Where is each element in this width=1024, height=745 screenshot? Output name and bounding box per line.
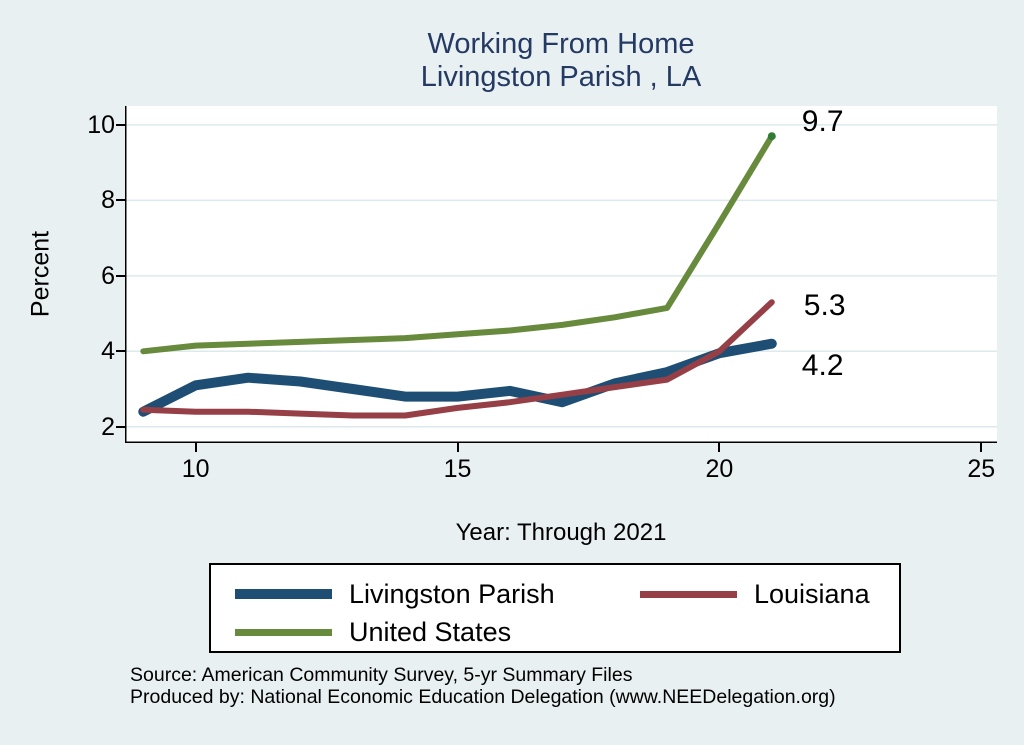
legend-item-livingston-parish: Livingston Parish <box>235 575 640 613</box>
legend-label-louisiana: Louisiana <box>754 578 870 609</box>
y-tick-mark <box>116 274 125 277</box>
series-end-label-louisiana: 5.3 <box>803 289 846 323</box>
legend-label-united-states: United States <box>349 616 512 647</box>
chart-title-line2: Livingston Parish , LA <box>420 61 702 93</box>
chart-title: Working From Home Livingston Parish , LA <box>125 28 997 94</box>
chart-title-line1: Working From Home <box>427 28 695 60</box>
x-tick-mark <box>980 443 983 452</box>
line-chart <box>125 106 997 443</box>
x-tick-label: 15 <box>443 455 472 483</box>
series-line-louisiana <box>140 299 775 419</box>
y-tick-label: 2 <box>101 412 115 441</box>
y-tick-mark <box>116 425 125 428</box>
x-axis-title: Year: Through 2021 <box>455 519 667 546</box>
footer: Source: American Community Survey, 5-yr … <box>130 664 836 708</box>
legend-swatch-louisiana <box>640 590 737 598</box>
x-tick-label: 20 <box>705 455 734 483</box>
legend-label-livingston-parish: Livingston Parish <box>349 578 555 609</box>
legend: Livingston Parish Louisiana United State… <box>209 563 901 653</box>
y-tick-label: 10 <box>87 110 115 139</box>
legend-swatch-livingston-parish <box>235 589 332 599</box>
x-tick-mark <box>718 443 721 452</box>
source-note: Source: American Community Survey, 5-yr … <box>130 664 633 686</box>
legend-swatch-united-states <box>235 628 332 636</box>
legend-item-united-states: United States <box>235 613 640 651</box>
plot-area <box>125 106 997 443</box>
y-tick-mark <box>116 350 125 353</box>
series-end-label-united-states: 9.7 <box>801 105 844 139</box>
legend-item-louisiana: Louisiana <box>640 575 899 613</box>
series-line-united-states <box>140 133 775 355</box>
x-tick-mark <box>456 443 459 452</box>
produced-by-note: Produced by: National Economic Education… <box>130 686 836 708</box>
y-tick-label: 4 <box>101 337 115 366</box>
series-line-livingston-parish <box>138 338 777 417</box>
x-tick-label: 10 <box>181 455 210 483</box>
series-end-dot <box>767 132 776 141</box>
y-tick-mark <box>116 123 125 126</box>
x-tick-mark <box>194 443 197 452</box>
y-tick-label: 8 <box>101 186 115 215</box>
series-end-label-livingston-parish: 4.2 <box>801 348 844 382</box>
y-tick-mark <box>116 199 125 202</box>
x-tick-label: 25 <box>967 455 996 483</box>
y-tick-label: 6 <box>101 261 115 290</box>
y-axis-title: Percent <box>26 230 55 318</box>
